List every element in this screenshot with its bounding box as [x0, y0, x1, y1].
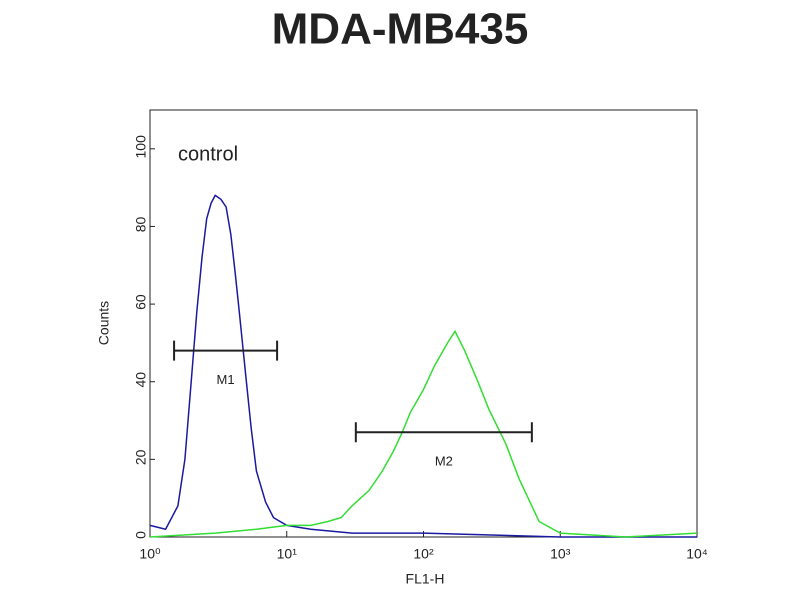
- annotation: control: [178, 143, 238, 165]
- gate-marker: [173, 340, 279, 361]
- x-tick-label: 10⁴: [686, 546, 708, 562]
- gate-label: M1: [217, 372, 235, 387]
- x-tick-label: 10⁰: [139, 546, 161, 562]
- y-tick-label: 40: [133, 372, 149, 388]
- y-tick-label: 20: [133, 449, 149, 465]
- plot-frame: [149, 109, 698, 538]
- y-tick-label: 100: [133, 135, 149, 159]
- x-axis-label: FL1-H: [406, 571, 445, 587]
- histogram-line: [149, 329, 698, 538]
- x-tick-label: 10³: [550, 546, 571, 562]
- histogram-line: [149, 194, 697, 538]
- x-tick-label: 10²: [413, 546, 434, 562]
- y-tick-label: 0: [133, 531, 149, 539]
- gate-label: M2: [435, 454, 453, 469]
- y-axis-label: Counts: [96, 301, 112, 345]
- gate-marker: [354, 422, 533, 443]
- chart-title: MDA-MB435: [272, 5, 529, 54]
- x-tick-label: 10¹: [277, 546, 298, 562]
- y-tick-label: 60: [133, 294, 149, 310]
- y-tick-label: 80: [133, 216, 149, 232]
